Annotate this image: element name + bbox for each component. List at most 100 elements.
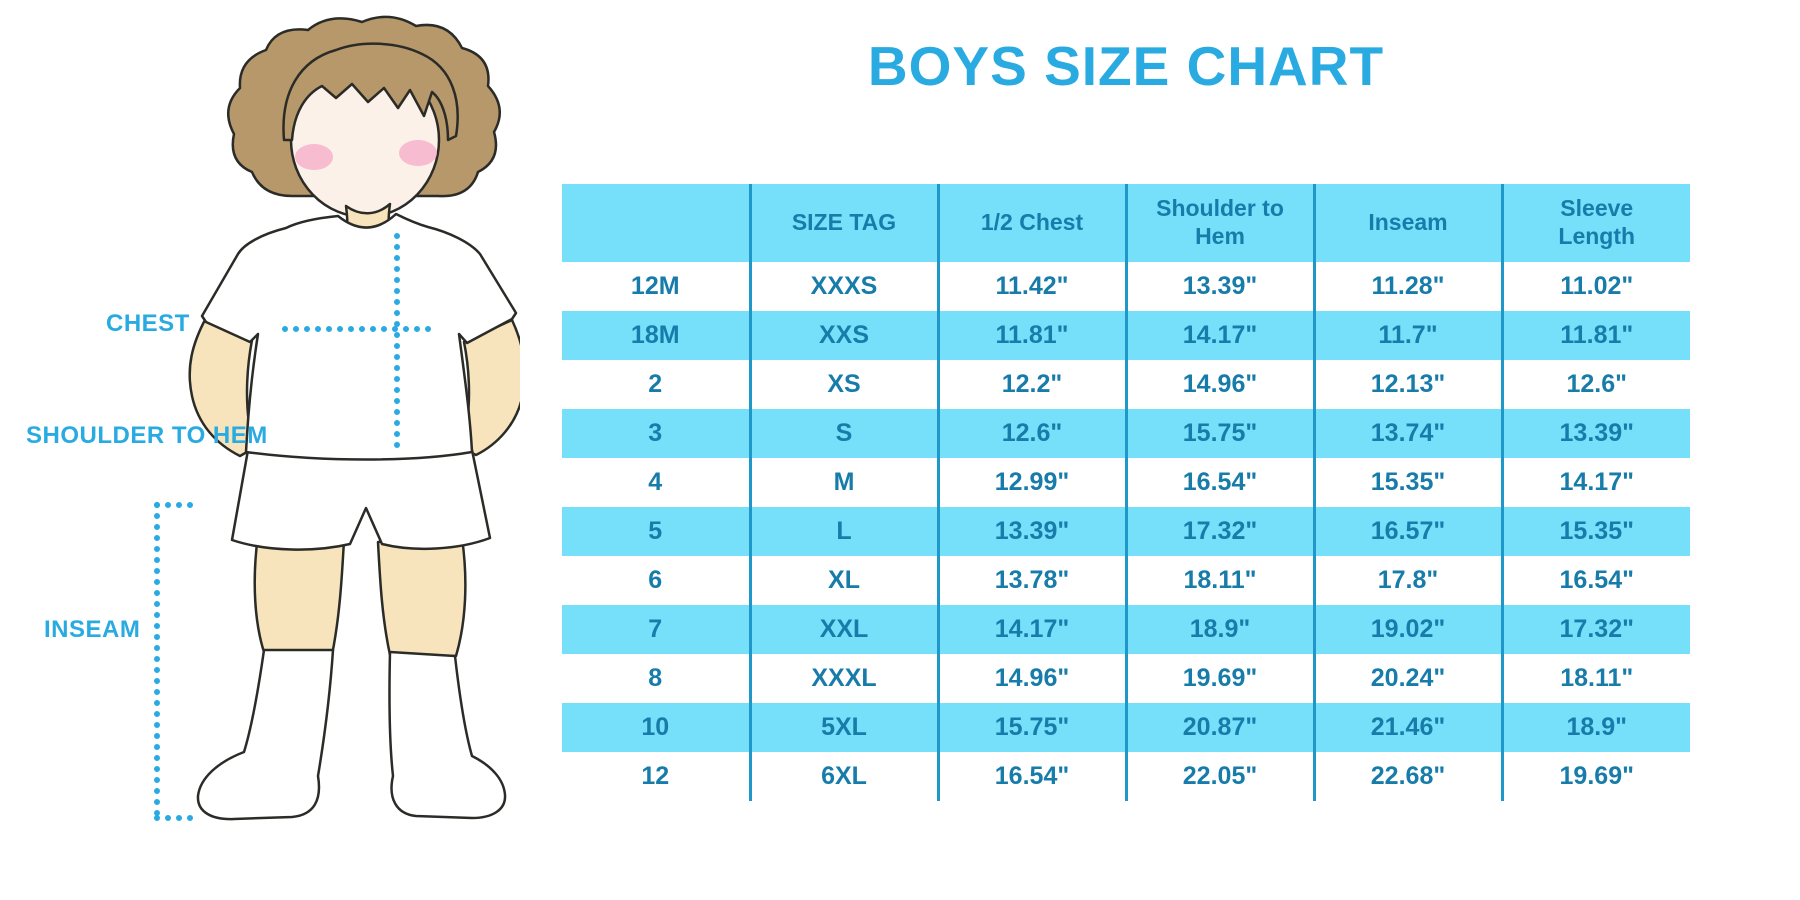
table-cell: 14.17" xyxy=(1126,311,1316,360)
table-cell: S xyxy=(750,409,940,458)
table-cell: 21.46" xyxy=(1314,703,1504,752)
table-cell: 14.96" xyxy=(1126,360,1316,409)
table-cell: 20.24" xyxy=(1314,654,1504,703)
t-shirt xyxy=(200,212,518,461)
table-cell: 10 xyxy=(562,703,752,752)
table-cell: 19.69" xyxy=(1126,654,1316,703)
table-cell: 22.05" xyxy=(1126,752,1316,801)
table-cell: 17.8" xyxy=(1314,556,1504,605)
table-cell: XXS xyxy=(750,311,940,360)
table-cell: 18.11" xyxy=(1502,654,1690,703)
column-header: Inseam xyxy=(1314,184,1504,262)
table-cell: 17.32" xyxy=(1502,605,1690,654)
table-cell: 13.78" xyxy=(938,556,1128,605)
table-row: 5 L 13.39" 17.32" 16.57" 15.35" xyxy=(562,507,1690,556)
table-cell: 12.6" xyxy=(938,409,1128,458)
table-cell: 12.13" xyxy=(1314,360,1504,409)
table-cell: 13.39" xyxy=(938,507,1128,556)
size-table-header: SIZE TAG 1/2 Chest Shoulder to Hem Inseam Sl… xyxy=(562,184,1690,262)
table-cell: 11.28" xyxy=(1314,262,1504,311)
table-cell: 22.68" xyxy=(1314,752,1504,801)
inseam-label: INSEAM xyxy=(44,616,141,643)
size-table-body: 12M XXXS 11.42" 13.39" 11.28" 11.02" 18M XXS 11.… xyxy=(562,262,1690,801)
chest-label: CHEST xyxy=(106,310,190,337)
table-cell: XXL xyxy=(750,605,940,654)
arm-right xyxy=(460,318,520,457)
table-cell: 16.54" xyxy=(1502,556,1690,605)
table-row: 3 S 12.6" 15.75" 13.74" 13.39" xyxy=(562,409,1690,458)
table-cell: 20.87" xyxy=(1126,703,1316,752)
shorts xyxy=(230,448,492,551)
hair-fringe xyxy=(282,42,459,142)
table-cell: 13.39" xyxy=(1502,409,1690,458)
blush-left xyxy=(295,144,333,170)
table-cell: 16.54" xyxy=(938,752,1128,801)
table-cell: 11.42" xyxy=(938,262,1128,311)
table-row: 12M XXXS 11.42" 13.39" 11.28" 11.02" xyxy=(562,262,1690,311)
table-cell: 3 xyxy=(562,409,752,458)
table-cell: 6 xyxy=(562,556,752,605)
table-cell: 18.9" xyxy=(1502,703,1690,752)
column-header: 1/2 Chest xyxy=(938,184,1128,262)
table-cell: 18.9" xyxy=(1126,605,1316,654)
leg-right xyxy=(376,536,467,658)
table-cell: L xyxy=(750,507,940,556)
table-cell: 17.32" xyxy=(1126,507,1316,556)
header-row: SIZE TAG 1/2 Chest Shoulder to Hem Inseam Sl… xyxy=(562,184,1690,262)
table-cell: 11.81" xyxy=(1502,311,1690,360)
table-cell: 8 xyxy=(562,654,752,703)
table-row: 10 5XL 15.75" 20.87" 21.46" 18.9" xyxy=(562,703,1690,752)
table-cell: 15.75" xyxy=(1126,409,1316,458)
arm-left xyxy=(188,316,256,458)
column-header: Sleeve Length xyxy=(1502,184,1690,262)
table-cell: 18.11" xyxy=(1126,556,1316,605)
table-cell: XS xyxy=(750,360,940,409)
page-title: BOYS SIZE CHART xyxy=(867,35,1385,97)
table-cell: 7 xyxy=(562,605,752,654)
column-header: SIZE TAG xyxy=(750,184,940,262)
table-row: 6 XL 13.78" 18.11" 17.8" 16.54" xyxy=(562,556,1690,605)
table-cell: 18M xyxy=(562,311,752,360)
table-cell: 19.69" xyxy=(1502,752,1690,801)
table-cell: 11.81" xyxy=(938,311,1128,360)
table-row: 7 XXL 14.17" 18.9" 19.02" 17.32" xyxy=(562,605,1690,654)
table-cell: 16.57" xyxy=(1314,507,1504,556)
table-cell: 6XL xyxy=(750,752,940,801)
size-table: SIZE TAG 1/2 Chest Shoulder to Hem Inseam Sl… xyxy=(562,184,1690,801)
shoulder-to-hem-label: SHOULDER TO HEM xyxy=(26,422,268,449)
table-cell: 12M xyxy=(562,262,752,311)
table-row: 12 6XL 16.54" 22.05" 22.68" 19.69" xyxy=(562,752,1690,801)
table-cell: 14.17" xyxy=(938,605,1128,654)
table-cell: 13.74" xyxy=(1314,409,1504,458)
table-cell: 15.75" xyxy=(938,703,1128,752)
table-cell: M xyxy=(750,458,940,507)
column-header: Shoulder to Hem xyxy=(1126,184,1316,262)
table-row: 18M XXS 11.81" 14.17" 11.7" 11.81" xyxy=(562,311,1690,360)
table-row: 8 XXXL 14.96" 19.69" 20.24" 18.11" xyxy=(562,654,1690,703)
leg-left xyxy=(253,533,346,660)
sock-left xyxy=(196,648,335,821)
table-cell: 12.2" xyxy=(938,360,1128,409)
table-cell: 5XL xyxy=(750,703,940,752)
table-cell: 2 xyxy=(562,360,752,409)
blush-right xyxy=(399,140,437,166)
table-row: 4 M 12.99" 16.54" 15.35" 14.17" xyxy=(562,458,1690,507)
table-cell: 4 xyxy=(562,458,752,507)
table-cell: 12.6" xyxy=(1502,360,1690,409)
boy-illustration xyxy=(154,15,520,821)
table-cell: 12 xyxy=(562,752,752,801)
table-cell: 5 xyxy=(562,507,752,556)
table-cell: 11.02" xyxy=(1502,262,1690,311)
column-header xyxy=(562,184,752,262)
table-cell: 14.17" xyxy=(1502,458,1690,507)
table-cell: 14.96" xyxy=(938,654,1128,703)
table-cell: 12.99" xyxy=(938,458,1128,507)
table-cell: 19.02" xyxy=(1314,605,1504,654)
table-row: 2 XS 12.2" 14.96" 12.13" 12.6" xyxy=(562,360,1690,409)
table-cell: 13.39" xyxy=(1126,262,1316,311)
table-cell: XL xyxy=(750,556,940,605)
table-cell: XXXS xyxy=(750,262,940,311)
sock-right xyxy=(388,650,507,820)
table-cell: 15.35" xyxy=(1314,458,1504,507)
